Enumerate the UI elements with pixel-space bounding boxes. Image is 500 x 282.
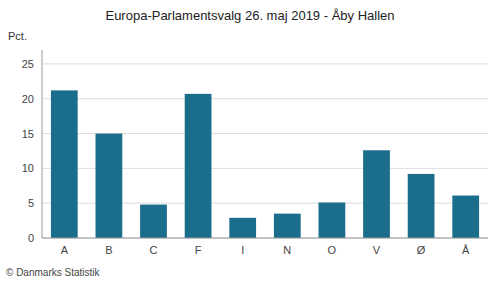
bar (185, 94, 212, 238)
x-tick-label: N (283, 244, 291, 256)
x-tick-label: O (328, 244, 337, 256)
bar (140, 205, 167, 238)
x-tick-label: V (373, 244, 381, 256)
bars (51, 90, 479, 238)
y-tick-label: 10 (22, 162, 34, 174)
bar (319, 202, 346, 238)
bar (408, 174, 435, 238)
x-tick-label: C (150, 244, 158, 256)
title: Europa-Parlamentsvalg 26. maj 2019 - Åby… (105, 8, 394, 23)
y-axis-line (42, 50, 43, 238)
y-tick-label: 0 (28, 232, 34, 244)
x-tick-label: B (105, 244, 112, 256)
bar (452, 196, 479, 238)
x-tick-label: Ø (417, 244, 426, 256)
y-tick-label: 15 (22, 128, 34, 140)
footer: © Danmarks Statistik (6, 267, 101, 278)
y-tick-label: 20 (22, 93, 34, 105)
y-tick-label: 25 (22, 58, 34, 70)
grid (42, 64, 488, 238)
bar (51, 90, 78, 238)
y-axis-label: Pct. (8, 30, 27, 42)
x-tick-label: F (195, 244, 202, 256)
y-tick-label: 5 (28, 197, 34, 209)
bar (363, 150, 390, 238)
x-tick-label: Å (462, 244, 470, 256)
grid-line (42, 63, 488, 64)
bar (274, 214, 301, 238)
x-tick-label: A (61, 244, 69, 256)
grid-line (42, 238, 488, 239)
x-axis-line (42, 238, 488, 239)
bar (96, 134, 123, 238)
grid-line (42, 98, 488, 99)
chart: Europa-Parlamentsvalg 26. maj 2019 - Åby… (0, 0, 500, 282)
x-tick-label: I (241, 244, 244, 256)
bar (229, 218, 256, 238)
